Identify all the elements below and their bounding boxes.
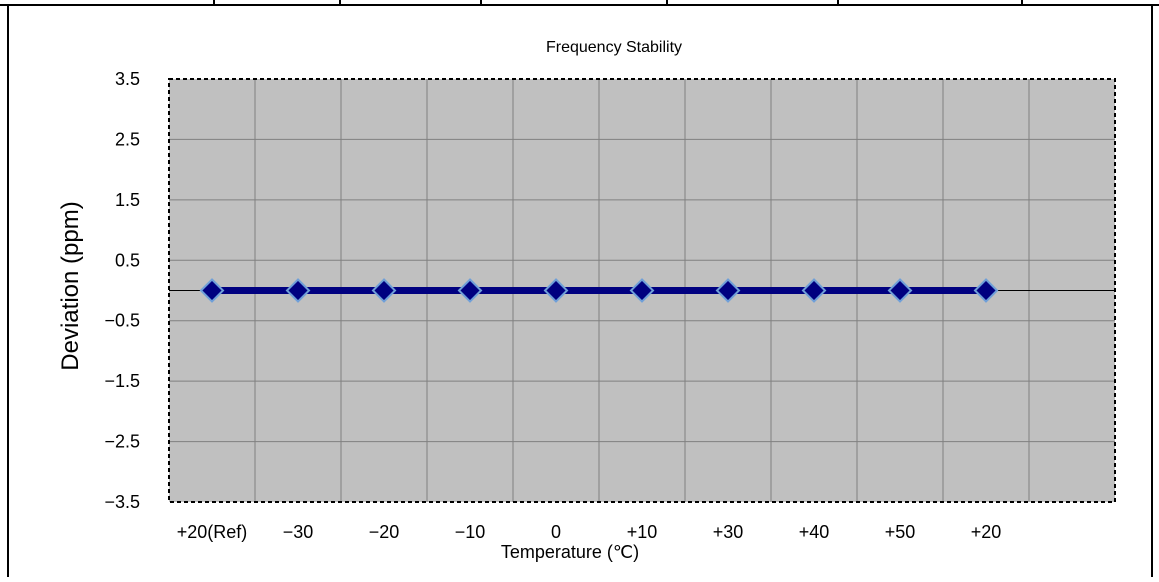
x-tick-label: +50 (885, 522, 916, 542)
x-tick-label: +40 (799, 522, 830, 542)
x-tick-label: −30 (283, 522, 314, 542)
data-point-marker (457, 278, 483, 303)
y-tick-label: 1.5 (115, 190, 140, 210)
y-tick-label: −0.5 (104, 311, 140, 331)
x-tick-label: +20 (971, 522, 1002, 542)
x-tick-label: −10 (455, 522, 486, 542)
data-point-marker (973, 278, 999, 303)
x-axis-label: Temperature (℃) (501, 542, 639, 562)
data-point-marker (543, 278, 569, 303)
plot-area (168, 78, 1116, 503)
data-point-marker (887, 278, 913, 303)
data-point-marker (629, 278, 655, 303)
series-layer (199, 278, 999, 303)
x-tick-label: +20(Ref) (177, 522, 248, 542)
chart-title: Frequency Stability (546, 39, 682, 56)
y-tick-labels: 3.5 2.5 1.5 0.5 −0.5 −1.5 −2.5 −3.5 (104, 69, 140, 512)
data-point-marker (801, 278, 827, 303)
y-tick-label: 0.5 (115, 250, 140, 270)
data-point-marker (715, 278, 741, 303)
data-point-marker (371, 278, 397, 303)
x-tick-label: +10 (627, 522, 658, 542)
y-tick-label: 2.5 (115, 129, 140, 149)
x-tick-labels: +20(Ref) −30 −20 −10 0 +10 +30 +40 +50 +20 (177, 522, 1002, 542)
y-tick-label: −2.5 (104, 432, 140, 452)
y-tick-label: 3.5 (115, 69, 140, 89)
y-axis-label: Deviation (ppm) (57, 201, 84, 370)
x-tick-label: 0 (551, 522, 561, 542)
y-tick-label: −3.5 (104, 492, 140, 512)
data-point-marker (199, 278, 225, 303)
data-point-marker (285, 278, 311, 303)
x-tick-label: −20 (369, 522, 400, 542)
y-tick-label: −1.5 (104, 371, 140, 391)
x-tick-label: +30 (713, 522, 744, 542)
